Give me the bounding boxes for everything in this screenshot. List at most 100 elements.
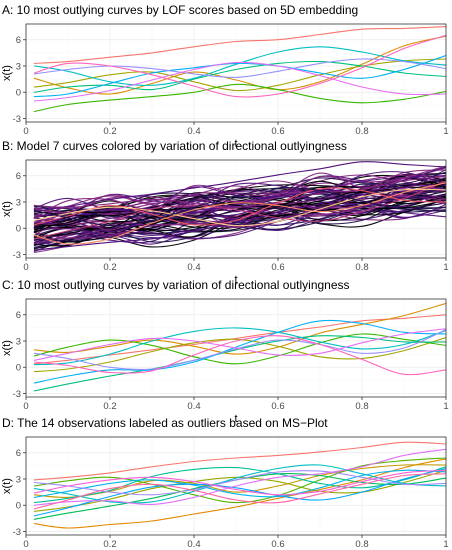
x-tick-label: 0.2 [103, 262, 116, 273]
x-tick-label: 0 [23, 401, 28, 412]
series-line [33, 182, 446, 245]
x-tick-label: 1 [443, 126, 448, 137]
x-axis-label: t [234, 274, 237, 286]
x-axis-label: t [234, 138, 237, 150]
x-tick-label: 0.6 [271, 401, 284, 412]
panel-b: B: Model 7 curves colored by variation o… [1, 139, 449, 286]
y-tick-label: -3 [13, 389, 21, 400]
x-tick-label: 0.8 [355, 126, 368, 137]
x-tick-label: 0.8 [355, 401, 368, 412]
panel-title: D: The 14 observations labeled as outlie… [2, 416, 328, 430]
y-tick-label: 6 [16, 171, 21, 182]
band-curve [33, 171, 446, 213]
series-line [33, 187, 446, 227]
x-axis-label: t [234, 413, 237, 425]
x-tick-label: 0.6 [271, 126, 284, 137]
panel-title: C: 10 most outlying curves by variation … [2, 278, 350, 292]
panel-title: B: Model 7 curves colored by variation o… [2, 139, 347, 153]
series-line [33, 333, 446, 365]
series-line [33, 327, 446, 366]
x-tick-label: 0.8 [355, 262, 368, 273]
panel-border [25, 298, 447, 398]
series-line [33, 34, 446, 98]
panel-c: C: 10 most outlying curves by variation … [1, 278, 449, 425]
y-tick-label: 0 [16, 501, 21, 512]
y-axis-label: x(t) [1, 340, 13, 356]
series-line [33, 314, 446, 365]
x-tick-label: 0.4 [187, 262, 200, 273]
series-line [33, 335, 446, 376]
series-line [33, 166, 446, 251]
series-line [33, 335, 446, 392]
series-line [33, 328, 446, 361]
series-line [33, 26, 446, 64]
y-tick-label: 3 [16, 197, 21, 208]
series-line [33, 469, 446, 498]
y-tick-label: 3 [16, 61, 21, 72]
x-tick-label: 1 [443, 262, 448, 273]
y-tick-label: 6 [16, 35, 21, 46]
series-line [33, 188, 446, 227]
series-line [33, 58, 446, 78]
series-line [33, 83, 446, 113]
x-tick-label: 0 [23, 262, 28, 273]
series-line [33, 467, 446, 517]
y-tick-label: 0 [16, 88, 21, 99]
x-tick-label: 0.4 [187, 401, 200, 412]
series-line [33, 469, 446, 496]
y-tick-label: 0 [16, 363, 21, 374]
x-tick-label: 0.4 [187, 539, 200, 550]
x-tick-label: 0.2 [103, 539, 116, 550]
y-tick-label: -3 [13, 114, 21, 125]
band-curve [33, 169, 446, 220]
series-group [33, 26, 446, 113]
panel-border [25, 23, 447, 123]
y-axis-label: x(t) [1, 478, 13, 494]
x-tick-label: 0.6 [271, 539, 284, 550]
series-line [33, 448, 446, 506]
series-line [33, 60, 446, 93]
panel-d: D: The 14 observations labeled as outlie… [1, 416, 449, 550]
x-tick-label: 0.8 [355, 539, 368, 550]
y-tick-label: 6 [16, 448, 21, 459]
series-line [33, 54, 446, 98]
series-line [33, 46, 446, 86]
x-tick-label: 0.2 [103, 126, 116, 137]
y-tick-label: 6 [16, 310, 21, 321]
series-line [33, 470, 446, 496]
y-tick-label: 3 [16, 474, 21, 485]
x-tick-label: 0.2 [103, 401, 116, 412]
band-curve [33, 183, 446, 233]
x-tick-label: 0 [23, 126, 28, 137]
series-line [33, 336, 446, 373]
series-group [33, 302, 446, 392]
x-tick-label: 0.6 [271, 262, 284, 273]
y-tick-label: -3 [13, 250, 21, 261]
y-tick-label: 0 [16, 224, 21, 235]
series-line [33, 302, 446, 355]
series-line [33, 466, 446, 504]
x-tick-label: 0.4 [187, 126, 200, 137]
series-line [33, 187, 446, 226]
series-line [33, 175, 446, 208]
series-line [33, 61, 446, 102]
y-axis-label: x(t) [1, 65, 13, 81]
series-line [33, 161, 446, 213]
series-line [33, 58, 446, 92]
band-curve [33, 167, 446, 214]
x-tick-label: 0 [23, 539, 28, 550]
panel-a: A: 10 most outlying curves by LOF scores… [1, 3, 449, 150]
panel-border [25, 436, 447, 536]
series-line [33, 473, 446, 510]
y-axis-label: x(t) [1, 201, 13, 217]
panel-title: A: 10 most outlying curves by LOF scores… [2, 3, 358, 17]
series-group [33, 441, 446, 529]
panel-border [25, 159, 447, 259]
series-line [33, 329, 446, 371]
y-tick-label: 3 [16, 336, 21, 347]
y-tick-label: -3 [13, 527, 21, 538]
x-tick-label: 1 [443, 539, 448, 550]
x-tick-label: 1 [443, 401, 448, 412]
